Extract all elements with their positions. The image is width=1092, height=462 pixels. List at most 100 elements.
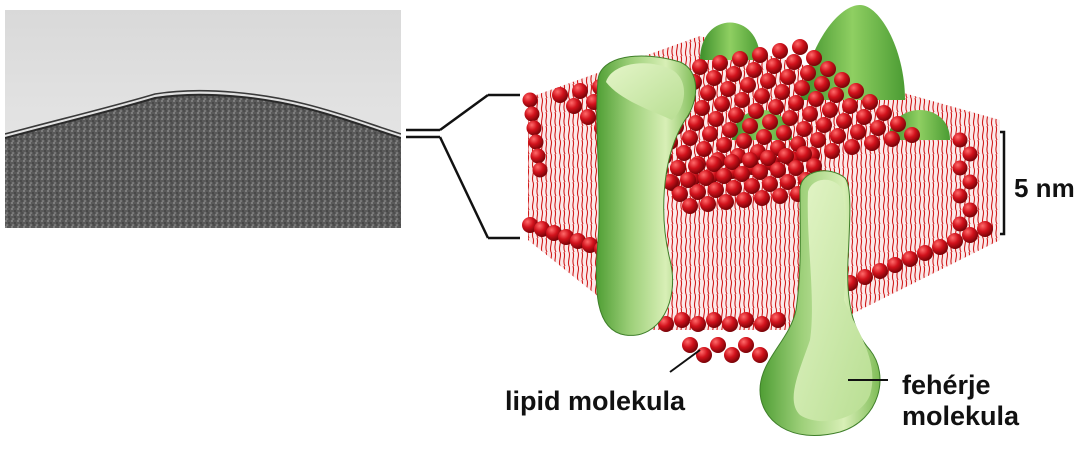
lipid-head bbox=[962, 227, 978, 243]
lipid-head bbox=[738, 337, 754, 353]
lipid-head bbox=[680, 172, 696, 188]
lipid-head bbox=[566, 98, 582, 114]
lipid-head bbox=[770, 162, 786, 178]
lipid-leader-line bbox=[669, 349, 701, 373]
lipid-head bbox=[836, 113, 852, 129]
lipid-head bbox=[962, 174, 978, 190]
lipid-head bbox=[932, 239, 948, 255]
lipid-head bbox=[532, 162, 548, 178]
lipid-head bbox=[694, 100, 710, 116]
lipid-head bbox=[698, 170, 714, 186]
lipid-head bbox=[834, 72, 850, 88]
lipid-head bbox=[526, 120, 542, 136]
lipid-head bbox=[902, 251, 918, 267]
lipid-head bbox=[688, 115, 704, 131]
lipid-head bbox=[724, 154, 740, 170]
lipid-head bbox=[772, 188, 788, 204]
lipid-head bbox=[706, 312, 722, 328]
lipid-head bbox=[947, 233, 963, 249]
lipid-head bbox=[746, 62, 762, 78]
lipid-head bbox=[810, 132, 826, 148]
lipid-head bbox=[682, 130, 698, 146]
lipid-head bbox=[682, 337, 698, 353]
lipid-molecule-label: lipid molekula bbox=[505, 386, 686, 416]
lipid-head bbox=[952, 160, 968, 176]
lipid-head bbox=[670, 160, 686, 176]
left-transmembrane-protein bbox=[595, 55, 697, 336]
lipid-head bbox=[824, 143, 840, 159]
lipid-head bbox=[848, 83, 864, 99]
scale-label: 5 nm bbox=[1014, 173, 1075, 203]
lipid-head bbox=[748, 103, 764, 119]
lipid-head bbox=[952, 132, 968, 148]
lipid-head bbox=[740, 77, 756, 93]
lipid-head bbox=[692, 59, 708, 75]
lipid-head bbox=[872, 263, 888, 279]
lipid-head bbox=[760, 150, 776, 166]
lipid-head bbox=[552, 87, 568, 103]
lipid-head bbox=[674, 312, 690, 328]
lipid-head bbox=[726, 180, 742, 196]
lipid-head bbox=[782, 110, 798, 126]
lipid-head bbox=[816, 117, 832, 133]
lipid-head bbox=[728, 107, 744, 123]
lipid-head bbox=[774, 84, 790, 100]
lipid-head bbox=[808, 91, 824, 107]
lipid-head bbox=[952, 216, 968, 232]
lipid-head bbox=[828, 87, 844, 103]
lipid-head bbox=[710, 337, 726, 353]
lipid-head bbox=[864, 135, 880, 151]
lipid-head bbox=[786, 54, 802, 70]
lipid-head bbox=[722, 122, 738, 138]
lipid-head bbox=[700, 196, 716, 212]
electron-micrograph bbox=[5, 10, 401, 228]
lipid-head bbox=[830, 128, 846, 144]
protein-label-line2: molekula bbox=[902, 401, 1020, 432]
protein-label-line1: fehérje bbox=[902, 370, 991, 400]
lipid-head bbox=[702, 126, 718, 142]
lipid-head bbox=[822, 102, 838, 118]
lipid-head bbox=[706, 156, 722, 172]
lipid-head bbox=[580, 109, 596, 125]
lipid-head bbox=[806, 50, 822, 66]
lipid-head bbox=[658, 316, 674, 332]
lipid-head bbox=[752, 164, 768, 180]
lipid-head bbox=[736, 133, 752, 149]
right-transmembrane-protein bbox=[759, 170, 881, 437]
lipid-head bbox=[952, 188, 968, 204]
lipid-head bbox=[706, 70, 722, 86]
lipid-heads bbox=[522, 39, 993, 363]
lipid-head bbox=[572, 83, 588, 99]
lipid-head bbox=[876, 105, 892, 121]
lipid-head bbox=[734, 166, 750, 182]
lipid-head bbox=[760, 73, 776, 89]
lipid-head bbox=[796, 121, 812, 137]
lipid-head bbox=[754, 190, 770, 206]
lipid-head bbox=[524, 106, 540, 122]
lipid-head bbox=[742, 152, 758, 168]
lipid-head bbox=[528, 134, 544, 150]
lipid-head bbox=[780, 69, 796, 85]
lipid-head bbox=[794, 80, 810, 96]
lipid-head bbox=[857, 269, 873, 285]
lipid-head bbox=[862, 94, 878, 110]
lipid-head bbox=[776, 125, 792, 141]
lipid-head bbox=[752, 347, 768, 363]
lipid-head bbox=[850, 124, 866, 140]
lipid-head bbox=[762, 176, 778, 192]
lipid-head bbox=[742, 118, 758, 134]
lipid-head bbox=[887, 257, 903, 273]
lipid-head bbox=[736, 192, 752, 208]
lipid-head bbox=[800, 65, 816, 81]
lipid-head bbox=[772, 43, 788, 59]
lipid-head bbox=[820, 61, 836, 77]
lipid-head bbox=[802, 106, 818, 122]
lipid-head bbox=[770, 312, 786, 328]
lipid-head bbox=[718, 194, 734, 210]
lipid-head bbox=[752, 47, 768, 63]
lipid-head bbox=[917, 245, 933, 261]
lipid-head bbox=[700, 85, 716, 101]
lipid-head bbox=[766, 58, 782, 74]
lipid-head bbox=[884, 131, 900, 147]
